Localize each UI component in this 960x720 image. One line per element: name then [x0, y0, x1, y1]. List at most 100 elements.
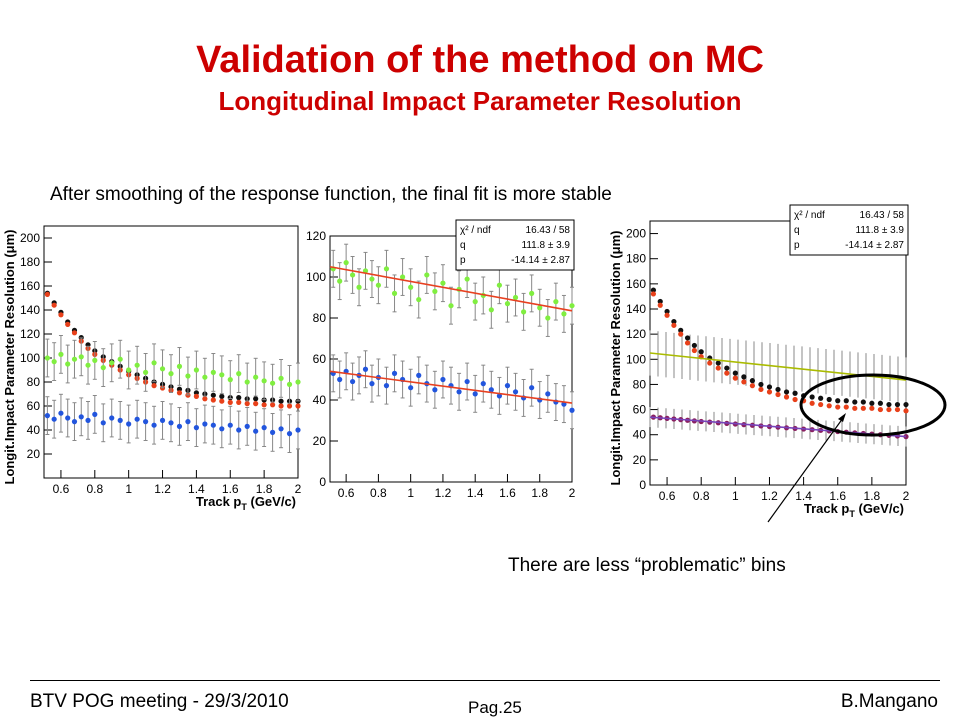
- data-point: [100, 420, 106, 426]
- data-point: [678, 331, 684, 337]
- data-point: [684, 335, 691, 341]
- data-point: [835, 404, 841, 410]
- y-tick-label: 0: [639, 478, 646, 492]
- data-point: [758, 386, 764, 393]
- data-point: [792, 396, 798, 403]
- data-point: [657, 298, 663, 305]
- data-point: [818, 395, 824, 401]
- data-point: [869, 405, 875, 411]
- data-point: [202, 396, 208, 402]
- data-point: [732, 370, 738, 376]
- y-tick-label: 60: [27, 399, 41, 413]
- data-point: [44, 291, 50, 297]
- data-point: [109, 415, 115, 421]
- data-point: [860, 405, 866, 411]
- footer-author: B.Mangano: [840, 691, 938, 712]
- data-point: [408, 284, 414, 290]
- stats-box: [455, 219, 575, 271]
- stats-value: 16.43 / 58: [526, 225, 571, 236]
- data-point: [766, 384, 773, 390]
- data-point: [650, 291, 657, 297]
- y-tick-label: 160: [626, 277, 646, 291]
- data-point: [51, 302, 57, 308]
- data-point: [159, 417, 166, 423]
- data-point: [343, 260, 349, 266]
- data-point: [362, 268, 369, 274]
- data-point: [44, 413, 50, 419]
- y-axis-label: Longit.Impact Parameter Resolution (μm): [2, 230, 17, 485]
- data-point: [337, 376, 343, 383]
- x-tick-label: 2: [569, 486, 576, 500]
- stats-label: q: [794, 225, 800, 236]
- data-point: [826, 396, 832, 403]
- x-tick-label: 0.6: [338, 486, 355, 500]
- footer-meeting: BTV POG meeting - 29/3/2010: [30, 691, 289, 712]
- data-point: [261, 425, 267, 431]
- data-point: [349, 272, 356, 278]
- data-point: [877, 400, 883, 406]
- data-point: [58, 312, 64, 318]
- stats-value: 111.8 ± 3.9: [856, 225, 905, 236]
- y-tick-label: 120: [20, 327, 40, 341]
- data-point: [741, 379, 747, 385]
- data-point: [391, 290, 398, 296]
- chart-middle: 0 20 40 60 80 100 120 0.6 0.8 1 1.2 1.4 1.6 1.8 2 χ² / …: [306, 219, 576, 500]
- data-point: [537, 305, 543, 311]
- data-point: [504, 301, 511, 307]
- y-tick-label: 60: [313, 352, 327, 366]
- data-point: [168, 420, 174, 426]
- data-point: [715, 365, 721, 371]
- data-point: [253, 396, 259, 402]
- data-point: [488, 307, 494, 313]
- data-point: [488, 387, 494, 393]
- stats-value: 16.43 / 58: [860, 210, 905, 221]
- data-point: [253, 401, 259, 407]
- data-point: [227, 399, 233, 405]
- data-point: [278, 403, 284, 409]
- data-point: [545, 391, 551, 397]
- stats-label: χ² / ndf: [460, 225, 491, 236]
- data-point: [886, 401, 892, 408]
- data-point: [464, 276, 470, 282]
- data-point: [369, 276, 375, 282]
- x-axis-label: Track pT (GeV/c): [804, 501, 904, 519]
- data-point: [671, 318, 677, 325]
- data-point: [202, 421, 208, 427]
- data-point: [202, 374, 208, 380]
- data-point: [176, 363, 183, 369]
- data-point: [151, 422, 157, 428]
- callout-arrow-head: [838, 413, 846, 422]
- data-point: [775, 386, 781, 393]
- data-point: [92, 357, 98, 363]
- data-point: [826, 403, 832, 409]
- x-tick-label: 1.2: [435, 486, 452, 500]
- data-point: [375, 282, 381, 288]
- data-point: [732, 375, 738, 381]
- chart-left: 20 40 60 80 100 120 140 160 180 200 0.6 0.8 1 1.2 1.4 1…: [2, 225, 302, 512]
- data-point: [792, 390, 798, 396]
- data-point: [51, 359, 57, 365]
- x-axis-label: Track pT (GeV/c): [196, 494, 296, 512]
- data-point: [185, 419, 191, 425]
- data-point: [134, 416, 140, 422]
- data-point: [569, 303, 575, 309]
- data-point: [349, 378, 356, 385]
- data-point: [244, 401, 250, 407]
- data-point: [383, 383, 390, 389]
- y-tick-label: 120: [626, 327, 646, 341]
- footer-divider: [30, 680, 940, 681]
- data-point: [71, 330, 78, 336]
- data-point: [109, 360, 115, 366]
- y-tick-label: 20: [27, 447, 41, 461]
- data-point: [58, 410, 64, 416]
- data-point: [244, 423, 250, 429]
- data-point: [193, 425, 199, 431]
- y-tick-label: 20: [633, 453, 647, 467]
- data-point: [100, 365, 106, 371]
- data-point: [835, 398, 841, 404]
- data-point: [903, 401, 909, 408]
- data-point: [383, 266, 390, 272]
- data-point: [236, 399, 242, 405]
- data-point: [860, 399, 866, 405]
